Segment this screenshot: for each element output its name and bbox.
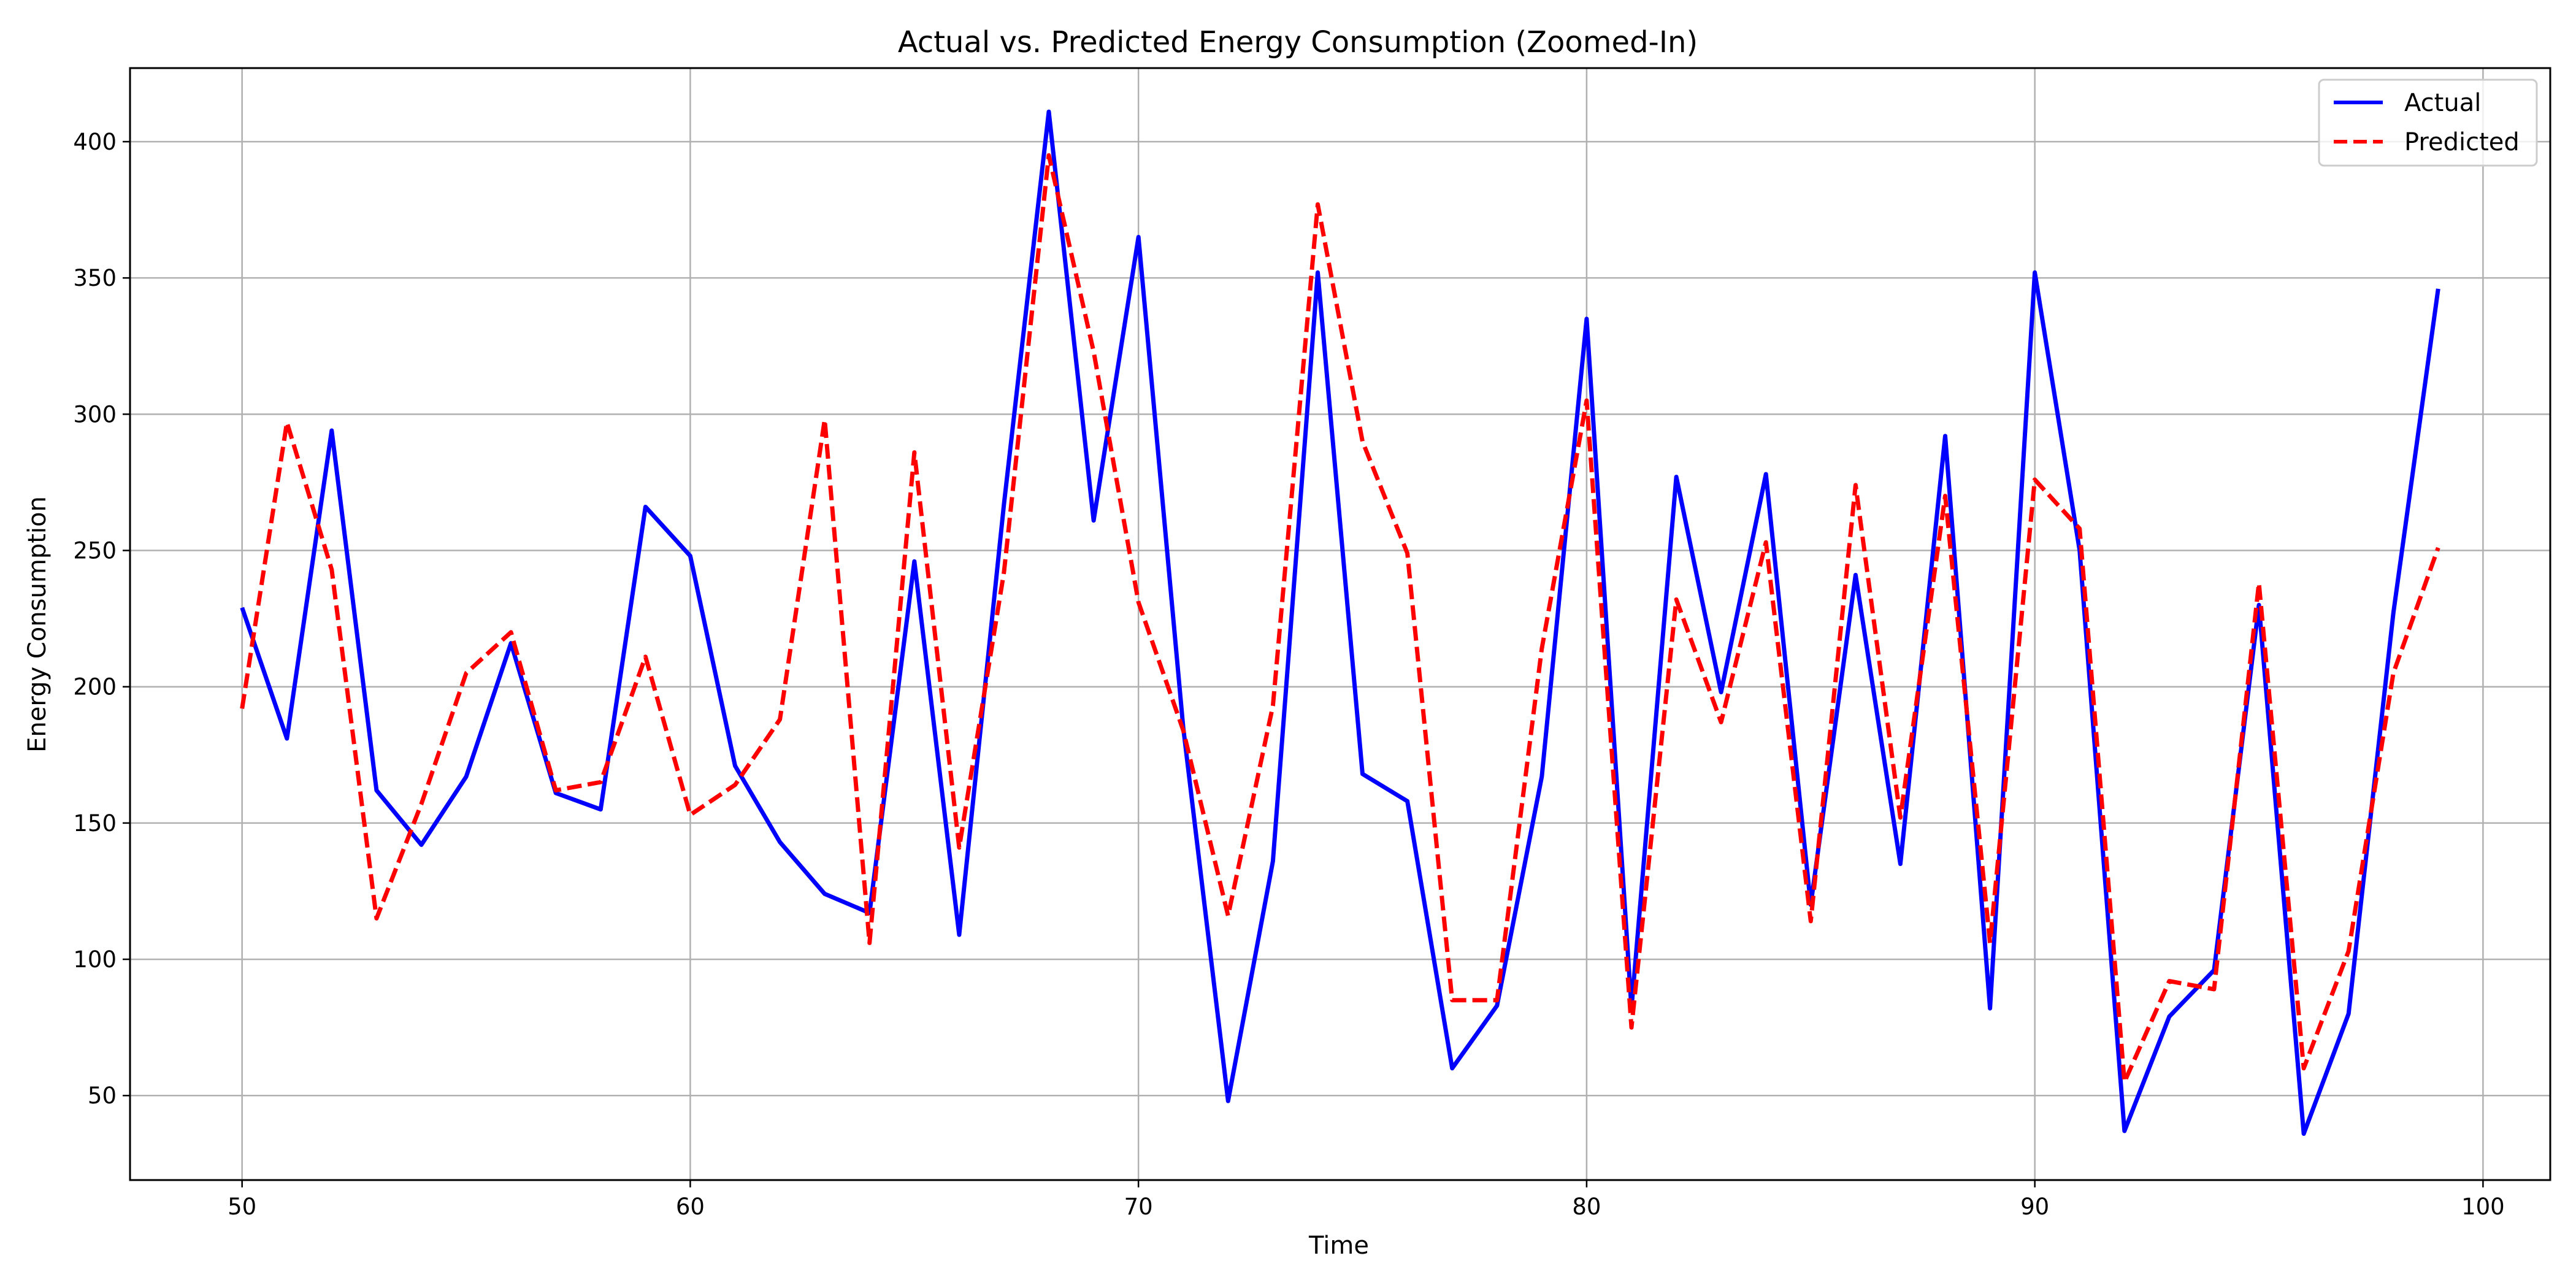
- series-layer: [240, 109, 2440, 1136]
- y-tick-label: 50: [88, 1083, 117, 1109]
- y-tick-label: 350: [73, 265, 117, 291]
- y-tick-label: 100: [73, 946, 117, 973]
- y-axis-label: Energy Consumption: [23, 496, 52, 753]
- y-tick-label: 300: [73, 401, 117, 427]
- chart-title: Actual vs. Predicted Energy Consumption …: [898, 25, 1698, 59]
- series-line-predicted: [240, 153, 2440, 1084]
- x-axis-ticks: 50 60 70 80 90 100: [228, 1180, 2505, 1220]
- series-line-actual: [240, 109, 2440, 1136]
- y-tick-label: 200: [73, 674, 117, 700]
- plot-area: 50 60 70 80 90 100 50 100 150 200 250 300 350 400: [73, 67, 2551, 1220]
- x-tick-label: 70: [1124, 1194, 1153, 1220]
- y-axis-ticks: 50 100 150 200 250 300 350 400: [73, 129, 130, 1109]
- legend-label-actual: Actual: [2404, 89, 2481, 117]
- x-axis-label: Time: [1308, 1232, 1369, 1260]
- legend-label-predicted: Predicted: [2404, 128, 2520, 156]
- legend: Actual Predicted: [2318, 79, 2538, 167]
- x-tick-label: 80: [1572, 1194, 1601, 1220]
- x-tick-label: 50: [228, 1194, 256, 1220]
- x-tick-label: 60: [676, 1194, 705, 1220]
- x-tick-label: 100: [2461, 1194, 2505, 1220]
- y-tick-label: 400: [73, 129, 117, 155]
- axes-frame: [129, 67, 2551, 1181]
- y-tick-label: 250: [73, 538, 117, 564]
- x-tick-label: 90: [2020, 1194, 2049, 1220]
- y-tick-label: 150: [73, 810, 117, 837]
